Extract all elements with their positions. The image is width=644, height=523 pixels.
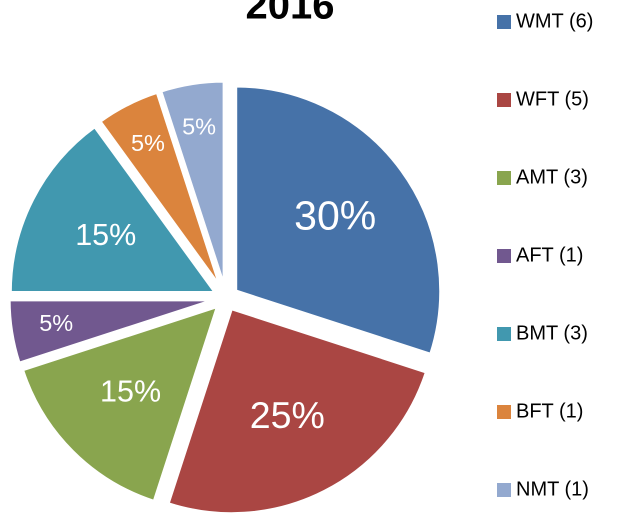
chart-title: 2016 xyxy=(246,0,335,28)
slice-label: 15% xyxy=(100,375,161,409)
slice-label: 5% xyxy=(131,130,165,156)
legend-label: AFT (1) xyxy=(516,244,583,266)
legend-label: WMT (6) xyxy=(516,10,593,32)
legend-swatch xyxy=(497,327,511,341)
slice-label: 25% xyxy=(250,394,325,436)
legend-label: AMT (3) xyxy=(516,166,588,188)
pie-slice xyxy=(97,90,222,289)
pie-slice xyxy=(20,304,220,504)
pie-slice xyxy=(8,124,219,295)
legend-swatch xyxy=(497,405,511,419)
legend-swatch xyxy=(497,249,511,263)
slice-label: 30% xyxy=(294,192,376,238)
legend-swatch xyxy=(497,15,511,29)
pie-slice xyxy=(158,79,226,287)
legend-swatch xyxy=(497,93,511,107)
legend-label: WFT (5) xyxy=(516,88,589,110)
slice-label: 5% xyxy=(182,113,216,139)
pie-slice xyxy=(234,84,443,357)
legend-label: NMT (1) xyxy=(516,478,589,500)
slice-label: 5% xyxy=(39,310,73,336)
legend-swatch xyxy=(497,483,511,497)
pie-slice xyxy=(166,306,429,516)
legend-label: BFT (1) xyxy=(516,400,583,422)
legend-swatch xyxy=(497,171,511,185)
slice-label: 15% xyxy=(75,218,136,252)
legend-label: BMT (3) xyxy=(516,322,588,344)
pie-slice xyxy=(7,298,215,366)
